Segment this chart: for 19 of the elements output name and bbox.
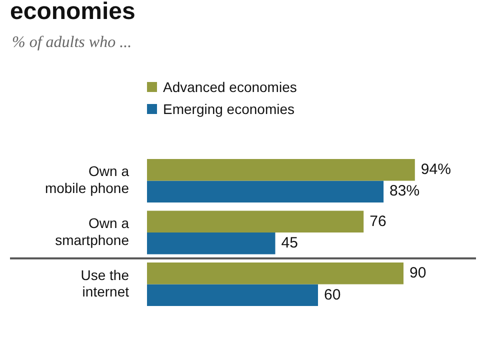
legend-label: Advanced economies: [163, 79, 297, 95]
chart-title: economies: [10, 0, 136, 26]
bar: [147, 232, 276, 254]
bar: [147, 158, 415, 181]
data-label: 45: [281, 234, 298, 252]
bar: [147, 180, 384, 202]
y-tick-label: Use the internet: [80, 266, 130, 300]
y-tick-label: Own a mobile phone: [44, 163, 130, 196]
bar: [147, 262, 404, 284]
bar: [147, 210, 364, 232]
bar: [147, 284, 318, 306]
chart-subtitle: % of adults who ...: [12, 34, 132, 52]
data-label: 60: [324, 286, 341, 304]
data-label: 90: [410, 264, 426, 282]
data-label: 83%: [390, 182, 420, 200]
data-label: 76: [370, 212, 386, 230]
data-label: 94%: [420, 160, 451, 178]
legend-label: Emerging economies: [163, 101, 295, 117]
y-tick-label: Own a smartphone: [55, 214, 130, 248]
